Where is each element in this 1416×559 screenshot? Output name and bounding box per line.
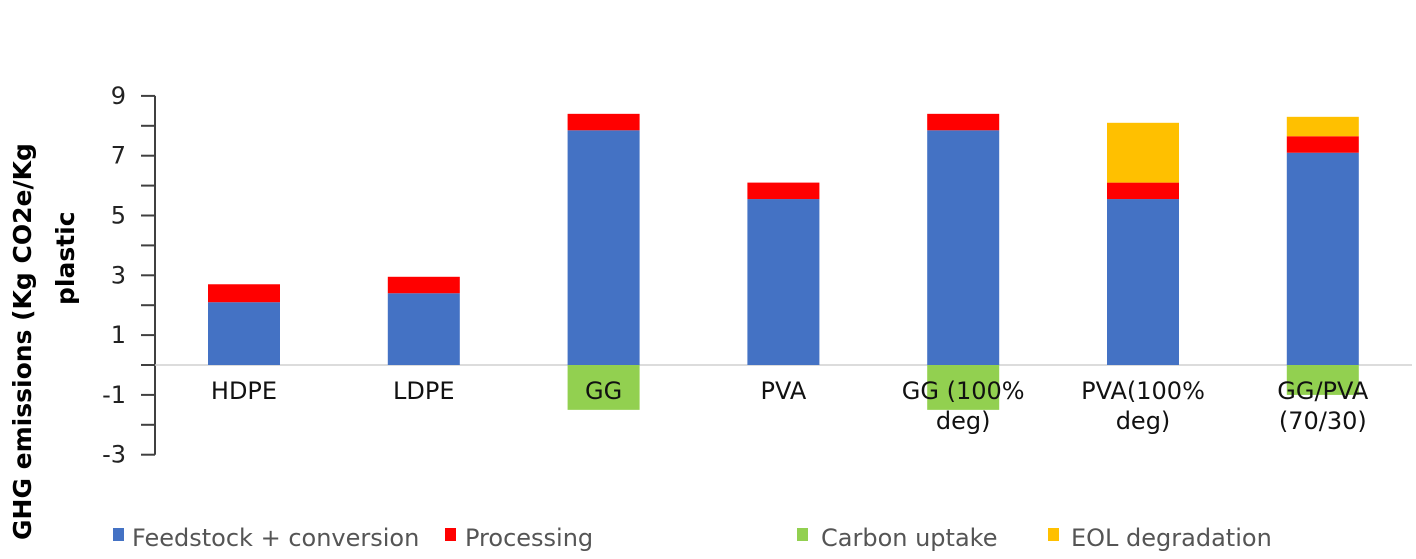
category-label: PVA bbox=[761, 377, 807, 405]
legend-item-feedstock: Feedstock + conversion bbox=[113, 524, 419, 552]
legend-swatch-feedstock bbox=[113, 528, 124, 541]
bar-segment bbox=[567, 365, 640, 410]
y-axis: 9 7 5 3 1 -1 -3 bbox=[102, 82, 156, 469]
bar-segment bbox=[567, 113, 640, 131]
y-axis-title-line-2: plastic bbox=[51, 211, 80, 305]
category-label: LDPE bbox=[393, 377, 455, 405]
y-axis-title-line-1: GHG emissions (Kg CO2e/Kg bbox=[8, 143, 37, 540]
category-label: deg) bbox=[1116, 407, 1171, 435]
category-labels: HDPE LDPE GG PVA GG (100%deg)PVA(100%deg)GG/… bbox=[211, 377, 1369, 435]
bar-segment bbox=[1107, 182, 1179, 200]
bar-segment bbox=[208, 302, 280, 365]
bar-segment bbox=[387, 276, 460, 294]
legend-swatch-carbon-uptake bbox=[797, 528, 808, 541]
bar-segment bbox=[387, 293, 460, 365]
bar-segment bbox=[927, 365, 1000, 410]
y-tick-label: 9 bbox=[111, 82, 126, 110]
bar-stack-6 bbox=[1286, 116, 1359, 395]
legend-swatch-processing bbox=[445, 528, 456, 541]
legend-label-carbon-uptake: Carbon uptake bbox=[821, 524, 997, 552]
bar-segment bbox=[1107, 199, 1179, 365]
y-tick-label: 5 bbox=[111, 202, 126, 230]
y-axis-title: GHG emissions (Kg CO2e/Kg plastic bbox=[8, 143, 80, 540]
bar-segment bbox=[1286, 152, 1359, 365]
bar-stack-1 bbox=[387, 276, 460, 365]
bar-segment bbox=[927, 113, 1000, 131]
legend: Feedstock + conversion Processing Carbon… bbox=[113, 524, 1272, 552]
y-tick-label: 7 bbox=[111, 142, 126, 170]
bar-stack-3 bbox=[747, 182, 820, 365]
y-tick-label: -1 bbox=[102, 381, 126, 409]
bar-segment bbox=[1107, 122, 1179, 183]
legend-label-feedstock: Feedstock + conversion bbox=[132, 524, 419, 552]
category-label: PVA(100% bbox=[1081, 377, 1205, 405]
y-tick-label: 3 bbox=[111, 261, 126, 289]
bar-segment bbox=[927, 130, 1000, 365]
bar-stack-4 bbox=[927, 113, 1000, 410]
legend-item-carbon-uptake: Carbon uptake bbox=[797, 524, 997, 552]
bar-segment bbox=[747, 199, 820, 365]
category-label: GG bbox=[585, 377, 622, 405]
y-tick-label: -3 bbox=[102, 441, 126, 469]
bar-stack-2 bbox=[567, 113, 640, 410]
legend-swatch-eol-degradation bbox=[1048, 528, 1059, 541]
bar-segment bbox=[747, 182, 820, 200]
category-label: GG/PVA bbox=[1277, 377, 1369, 405]
bars-group bbox=[208, 113, 1359, 410]
legend-label-eol-degradation: EOL degradation bbox=[1071, 524, 1272, 552]
bar-segment bbox=[1286, 136, 1359, 153]
y-tick-label: 1 bbox=[111, 321, 126, 349]
bar-segment bbox=[1286, 365, 1359, 395]
category-label: HDPE bbox=[211, 377, 277, 405]
bar-stack-5 bbox=[1107, 122, 1179, 365]
category-label: GG (100% bbox=[902, 377, 1025, 405]
bar-segment bbox=[208, 284, 280, 303]
category-label: deg) bbox=[936, 407, 991, 435]
category-label: (70/30) bbox=[1279, 407, 1367, 435]
legend-label-processing: Processing bbox=[465, 524, 593, 552]
bar-segment bbox=[567, 130, 640, 365]
legend-item-eol-degradation: EOL degradation bbox=[1048, 524, 1272, 552]
legend-item-processing: Processing bbox=[445, 524, 593, 552]
bar-stack-0 bbox=[208, 284, 280, 365]
bar-segment bbox=[1286, 116, 1359, 137]
